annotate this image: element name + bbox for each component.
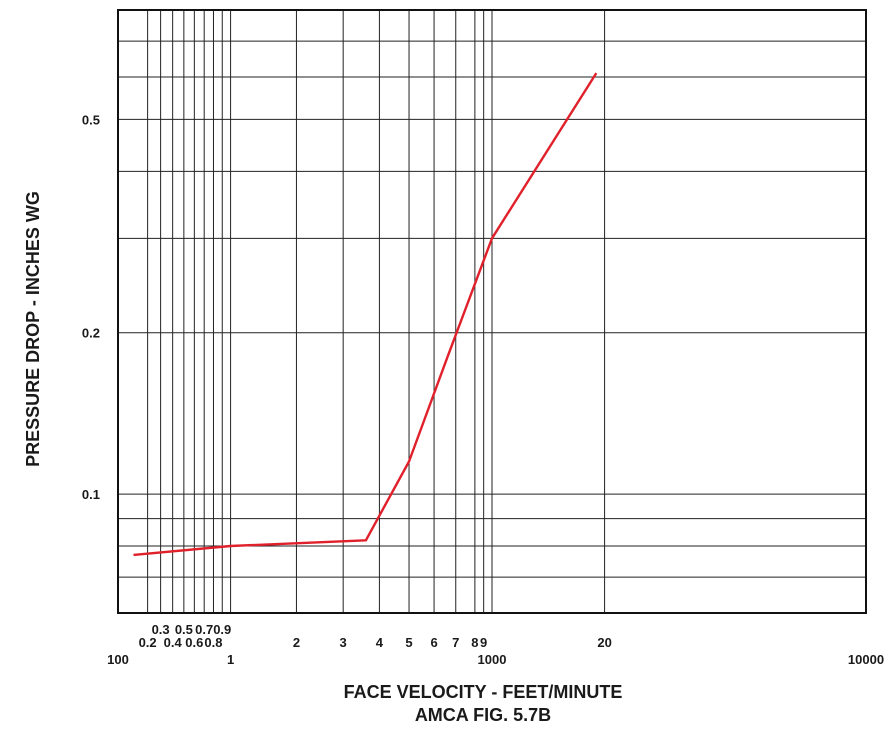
y-tick-label: 0.5 xyxy=(82,112,100,127)
y-axis-title: PRESSURE DROP - INCHES WG xyxy=(23,191,43,467)
x-tick-label: 0.4 xyxy=(164,635,183,650)
x-tick-label: 5 xyxy=(405,635,412,650)
x-tick-label: 6 xyxy=(430,635,437,650)
x-tick-label: 0.8 xyxy=(204,635,222,650)
x-axis-title: FACE VELOCITY - FEET/MINUTE xyxy=(344,682,623,702)
x-tick-label: 0.9 xyxy=(213,622,231,637)
y-tick-label: 0.1 xyxy=(82,487,100,502)
figure-caption: AMCA FIG. 5.7B xyxy=(415,705,551,725)
x-tick-label: 7 xyxy=(452,635,459,650)
x-tick-label: 10000 xyxy=(848,652,884,667)
x-tick-label: 8 xyxy=(471,635,478,650)
y-tick-label: 0.2 xyxy=(82,326,100,341)
series-line xyxy=(133,72,598,557)
x-tick-label: 0.6 xyxy=(185,635,203,650)
x-tick-label: 0.7 xyxy=(195,622,213,637)
plot-area xyxy=(117,9,867,614)
x-tick-label: 100 xyxy=(107,652,129,667)
x-tick-label: 1000 xyxy=(478,652,507,667)
x-tick-label: 3 xyxy=(340,635,347,650)
grid-lines xyxy=(118,10,866,613)
x-tick-label: 0.3 xyxy=(152,622,170,637)
x-tick-label: 9 xyxy=(480,635,487,650)
tick-labels: 1000.20.30.40.50.60.70.80.912 3 4 5 6 7 8 91000… xyxy=(82,112,884,667)
x-tick-label: 20 xyxy=(597,635,611,650)
x-tick-label: 1 xyxy=(227,652,234,667)
x-tick-label: 0.5 xyxy=(175,622,193,637)
x-tick-label: 0.2 xyxy=(139,635,157,650)
x-tick-label: 2 xyxy=(293,635,300,650)
x-tick-label: 4 xyxy=(376,635,384,650)
